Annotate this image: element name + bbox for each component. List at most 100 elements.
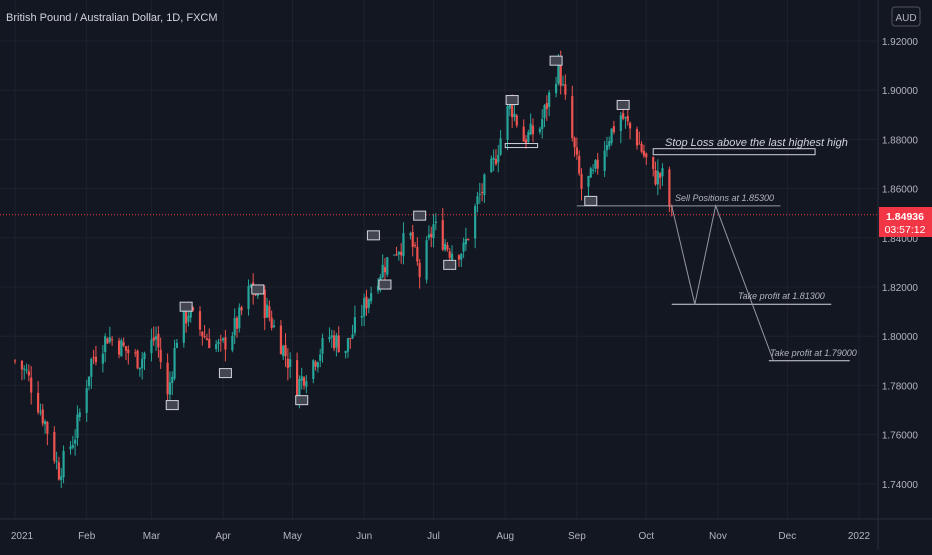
candle [610,128,613,146]
grid-lines [0,0,878,519]
candle [441,207,444,252]
candle-body [111,339,114,341]
candle-body [296,360,299,397]
candle [198,306,202,336]
time-axis[interactable]: 2021 Feb Mar Apr May Jun Jul Aug Sep Oct Nov Dec 202… [11,531,871,542]
candle-body [298,378,301,397]
candle-body [529,123,532,135]
candle [270,310,273,331]
candle-body [108,337,111,342]
candle-body [124,346,128,351]
candle [580,168,583,201]
candle-body [376,285,380,291]
candle-body [402,233,405,257]
price-axis[interactable]: 1.92000 1.90000 1.88000 1.86000 1.84000 1.820… [882,37,919,491]
candle-body [235,317,239,329]
pivot-marker [251,284,265,295]
candle-body [143,353,146,360]
currency-button[interactable]: AUD [891,6,921,27]
candle [541,109,544,139]
candle [117,337,121,359]
candle-body [268,306,271,318]
candle-body [522,126,525,142]
candle [284,333,287,367]
candle-body [263,289,266,319]
candle [409,231,412,240]
candle [668,166,671,212]
stop-loss-label: Stop Loss above the last highest high [665,137,848,149]
candle-body [233,318,236,336]
candle-body [101,353,104,364]
candle [381,254,384,279]
candle-body [652,156,655,169]
pivot-marker [413,210,427,221]
candle-body [564,84,567,95]
candle-body [513,113,516,117]
candle [279,319,283,355]
candle-body [580,174,583,189]
candle [43,419,47,434]
time-label: Jun [356,531,372,542]
candle [483,173,486,203]
candle [397,250,400,261]
candle-body [289,359,292,367]
candle-body [578,155,581,174]
candle-body [74,439,77,444]
candle-body [531,125,535,135]
candle-body [20,360,24,370]
candle-body [499,138,502,155]
candle-body [333,335,336,349]
candle [594,159,597,173]
candle-body [483,174,486,196]
candle [215,339,218,352]
candle [497,144,500,173]
candle-body [78,412,81,417]
candle-body [587,176,590,187]
candle-body [543,105,546,119]
candle [603,140,606,177]
candle-body [279,325,283,355]
candle-body [159,349,162,363]
candle-body [330,335,333,338]
pivot-marker [165,400,179,411]
time-label: Feb [78,531,96,542]
candle [654,161,657,186]
candle-body [189,307,192,318]
candle-body [624,117,627,119]
candle-body [282,345,285,357]
candle [432,214,435,248]
pivot-marker [584,195,598,206]
candle-body [240,307,243,311]
candle-body [561,84,565,86]
candle-body [446,244,449,250]
candle [608,136,611,150]
candle [564,74,567,100]
candle-body [608,141,611,147]
candle [480,183,484,202]
candle [573,136,576,157]
pivot-marker [616,99,630,110]
countdown-timer: 03:57:12 [885,224,926,236]
candle-body [265,304,269,318]
candle-body [344,350,347,354]
candle [661,163,664,186]
candle-body [515,115,518,126]
candle [136,349,139,370]
candle [23,365,26,380]
price-label: 1.92000 [882,37,919,48]
candle-body [219,339,222,341]
candle-body [30,377,33,393]
time-label: Nov [709,531,727,542]
candle-body [603,150,606,171]
candle [120,338,123,357]
candles [13,50,673,488]
candle [434,213,437,231]
candle-body [60,476,63,480]
candle [41,403,44,427]
time-label: Oct [638,531,654,542]
candle-body [94,356,98,363]
candle [652,156,655,177]
time-label: Dec [778,531,796,542]
